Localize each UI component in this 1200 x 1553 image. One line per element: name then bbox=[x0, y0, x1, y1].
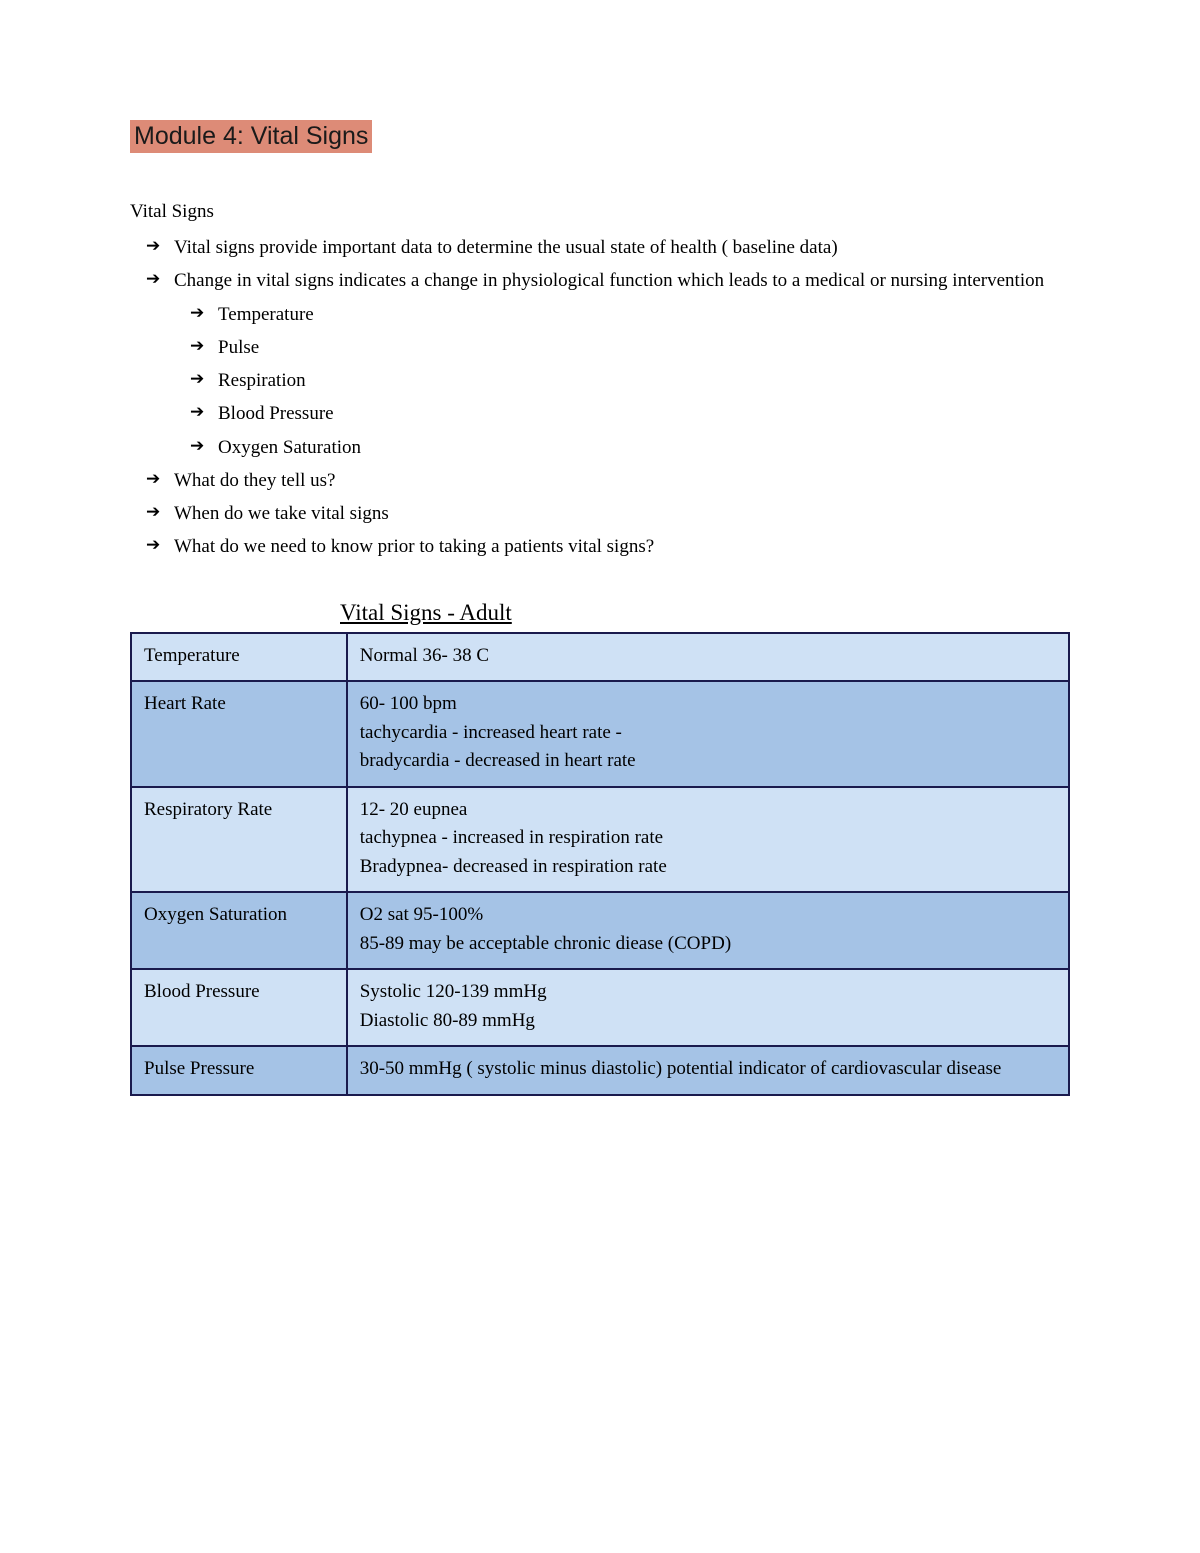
table-cell-value: 60- 100 bpmtachycardia - increased heart… bbox=[347, 681, 1069, 787]
table-cell-label: Respiratory Rate bbox=[131, 787, 347, 893]
table-row: Oxygen Saturation O2 sat 95-100%85-89 ma… bbox=[131, 892, 1069, 969]
bullet-list: What do they tell us? When do we take vi… bbox=[130, 464, 1070, 564]
table-cell-value: Systolic 120-139 mmHgDiastolic 80-89 mmH… bbox=[347, 969, 1069, 1046]
section-title: Vital Signs bbox=[130, 201, 1070, 223]
sub-bullet-item: Oxygen Saturation bbox=[218, 431, 1070, 464]
vital-signs-table: Temperature Normal 36- 38 C Heart Rate 6… bbox=[130, 632, 1070, 1096]
table-cell-label: Pulse Pressure bbox=[131, 1046, 347, 1095]
module-title: Module 4: Vital Signs bbox=[130, 120, 372, 153]
sub-bullet-item: Blood Pressure bbox=[218, 397, 1070, 430]
table-cell-label: Temperature bbox=[131, 633, 347, 682]
table-cell-value: O2 sat 95-100%85-89 may be acceptable ch… bbox=[347, 892, 1069, 969]
table-row: Blood Pressure Systolic 120-139 mmHgDias… bbox=[131, 969, 1069, 1046]
bullet-item: What do they tell us? bbox=[174, 464, 1070, 497]
bullet-item: Vital signs provide important data to de… bbox=[174, 231, 1070, 264]
sub-bullet-list: Temperature Pulse Respiration Blood Pres… bbox=[130, 298, 1070, 464]
bullet-item: Change in vital signs indicates a change… bbox=[174, 264, 1070, 297]
table-row: Pulse Pressure 30-50 mmHg ( systolic min… bbox=[131, 1046, 1069, 1095]
sub-bullet-item: Pulse bbox=[218, 331, 1070, 364]
table-cell-value: Normal 36- 38 C bbox=[347, 633, 1069, 682]
table-cell-label: Blood Pressure bbox=[131, 969, 347, 1046]
table-row: Heart Rate 60- 100 bpmtachycardia - incr… bbox=[131, 681, 1069, 787]
table-row: Respiratory Rate 12- 20 eupneatachypnea … bbox=[131, 787, 1069, 893]
sub-bullet-item: Respiration bbox=[218, 364, 1070, 397]
bullet-list: Vital signs provide important data to de… bbox=[130, 231, 1070, 298]
bullet-item: What do we need to know prior to taking … bbox=[174, 530, 1070, 563]
table-cell-label: Oxygen Saturation bbox=[131, 892, 347, 969]
table-cell-value: 30-50 mmHg ( systolic minus diastolic) p… bbox=[347, 1046, 1069, 1095]
sub-bullet-item: Temperature bbox=[218, 298, 1070, 331]
table-row: Temperature Normal 36- 38 C bbox=[131, 633, 1069, 682]
table-title: Vital Signs - Adult bbox=[130, 600, 1070, 626]
table-cell-label: Heart Rate bbox=[131, 681, 347, 787]
table-cell-value: 12- 20 eupneatachypnea - increased in re… bbox=[347, 787, 1069, 893]
bullet-item: When do we take vital signs bbox=[174, 497, 1070, 530]
